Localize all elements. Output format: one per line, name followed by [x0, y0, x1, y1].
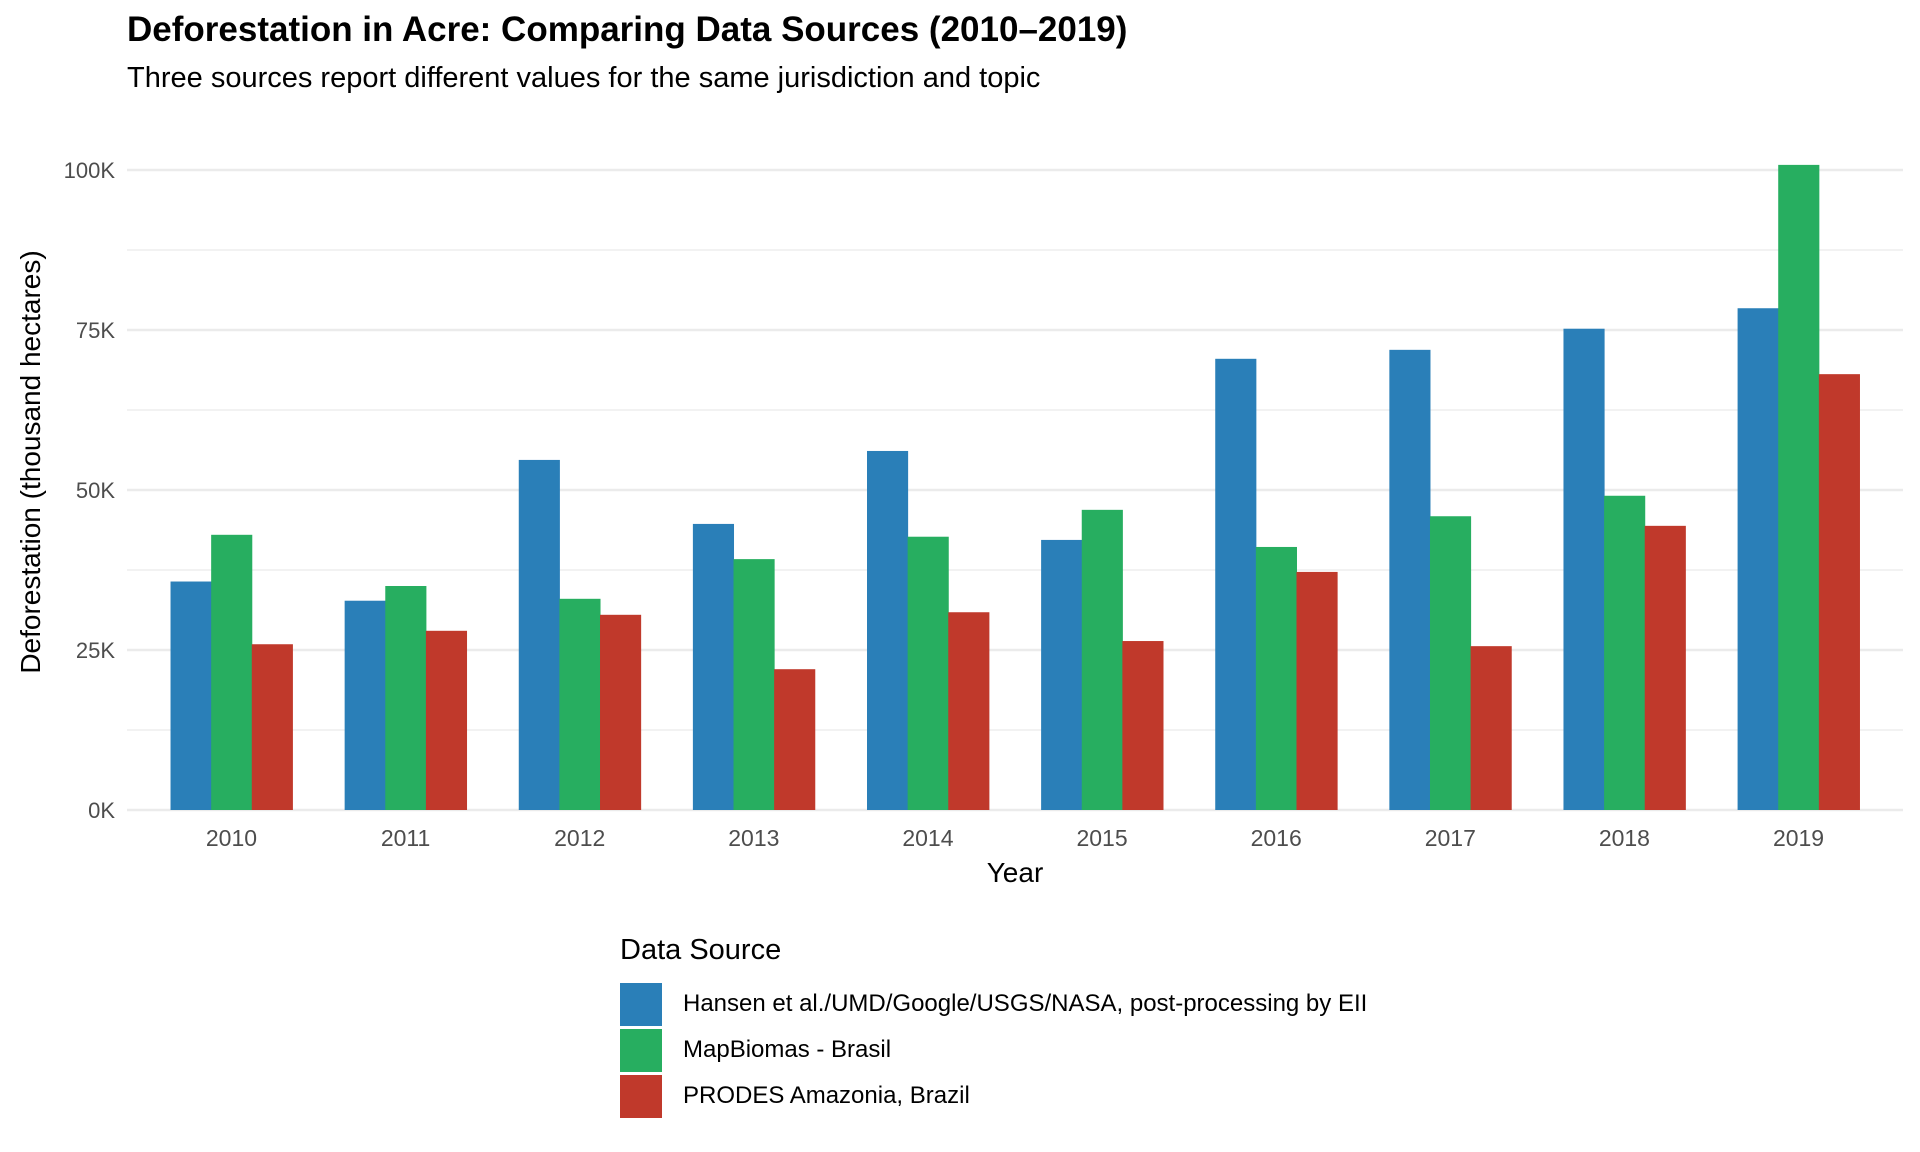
bars [170, 164, 1860, 810]
x-axis-ticks: 2010 2011 2012 2013 2014 2015 2016 2017 2018 2019 [206, 825, 1824, 851]
x-tick-label: 2015 [1076, 825, 1127, 851]
bar-2015-series-0 [1041, 539, 1083, 810]
y-axis-title: Deforestation (thousand hectares) [15, 250, 46, 673]
bar-2012-series-1 [559, 598, 601, 810]
bar-2014-series-1 [907, 536, 949, 810]
y-tick-label: 75K [76, 318, 115, 343]
bar-2019-series-0 [1737, 308, 1779, 810]
bar-2014-series-0 [867, 450, 909, 810]
chart-subtitle: Three sources report different values fo… [127, 62, 1041, 94]
x-tick-label: 2013 [728, 825, 779, 851]
bar-2012-series-2 [600, 614, 642, 810]
bar-2017-series-1 [1429, 516, 1472, 810]
bar-2017-series-0 [1389, 349, 1431, 810]
legend-swatch-mapbiomas [620, 1028, 662, 1072]
legend-title: Data Source [620, 934, 782, 966]
bar-2016-series-2 [1296, 571, 1338, 810]
y-tick-label: 100K [64, 158, 116, 183]
y-tick-label: 50K [76, 478, 115, 503]
y-axis-ticks: 0K 25K 50K 75K 100K [64, 158, 116, 823]
bar-2018-series-2 [1644, 525, 1686, 810]
bar-2019-series-1 [1778, 164, 1820, 810]
bar-2011-series-1 [385, 586, 427, 810]
bar-2010-series-2 [251, 644, 293, 810]
bar-2018-series-1 [1604, 495, 1646, 810]
bar-chart: 0K 25K 50K 75K 100K 2010 2011 2012 2013 2014 2015… [15, 158, 1903, 888]
x-tick-label: 2019 [1773, 825, 1824, 851]
legend-label-hansen: Hansen et al./UMD/Google/USGS/NASA, post… [683, 990, 1368, 1017]
bar-2012-series-0 [518, 459, 560, 810]
legend-item-mapbiomas: MapBiomas - Brasil [620, 1027, 1367, 1073]
y-tick-label: 0K [88, 798, 115, 823]
bar-2019-series-2 [1818, 374, 1860, 810]
legend-swatch-prodes [620, 1074, 662, 1118]
bar-2010-series-0 [170, 581, 212, 810]
bar-2016-series-1 [1255, 546, 1297, 810]
x-tick-label: 2012 [554, 825, 605, 851]
bar-2015-series-1 [1081, 509, 1123, 810]
x-tick-label: 2014 [902, 825, 953, 851]
chart-title: Deforestation in Acre: Comparing Data So… [127, 10, 1128, 49]
legend: Data Source Hansen et al./UMD/Google/USG… [620, 934, 1367, 1119]
x-tick-label: 2011 [381, 825, 430, 851]
bar-2010-series-1 [211, 534, 253, 810]
bar-2013-series-2 [774, 669, 816, 810]
bar-2011-series-0 [344, 600, 386, 810]
x-axis-title: Year [987, 857, 1044, 888]
y-tick-label: 25K [76, 638, 115, 663]
bar-2014-series-2 [948, 612, 990, 810]
legend-item-hansen: Hansen et al./UMD/Google/USGS/NASA, post… [620, 981, 1367, 1027]
bar-2013-series-1 [733, 559, 775, 810]
legend-label-mapbiomas: MapBiomas - Brasil [683, 1036, 892, 1063]
x-tick-label: 2018 [1599, 825, 1650, 851]
legend-item-prodes: PRODES Amazonia, Brazil [620, 1073, 1367, 1119]
bar-2011-series-2 [425, 630, 468, 810]
bar-2015-series-2 [1122, 641, 1164, 810]
bar-2017-series-2 [1470, 646, 1512, 810]
bar-2013-series-0 [692, 523, 735, 810]
x-tick-label: 2016 [1251, 825, 1302, 851]
x-tick-label: 2017 [1425, 825, 1476, 851]
bar-2016-series-0 [1215, 358, 1257, 810]
legend-swatch-hansen [620, 982, 662, 1026]
x-tick-label: 2010 [206, 825, 257, 851]
legend-label-prodes: PRODES Amazonia, Brazil [683, 1082, 970, 1109]
bar-2018-series-0 [1563, 328, 1605, 810]
